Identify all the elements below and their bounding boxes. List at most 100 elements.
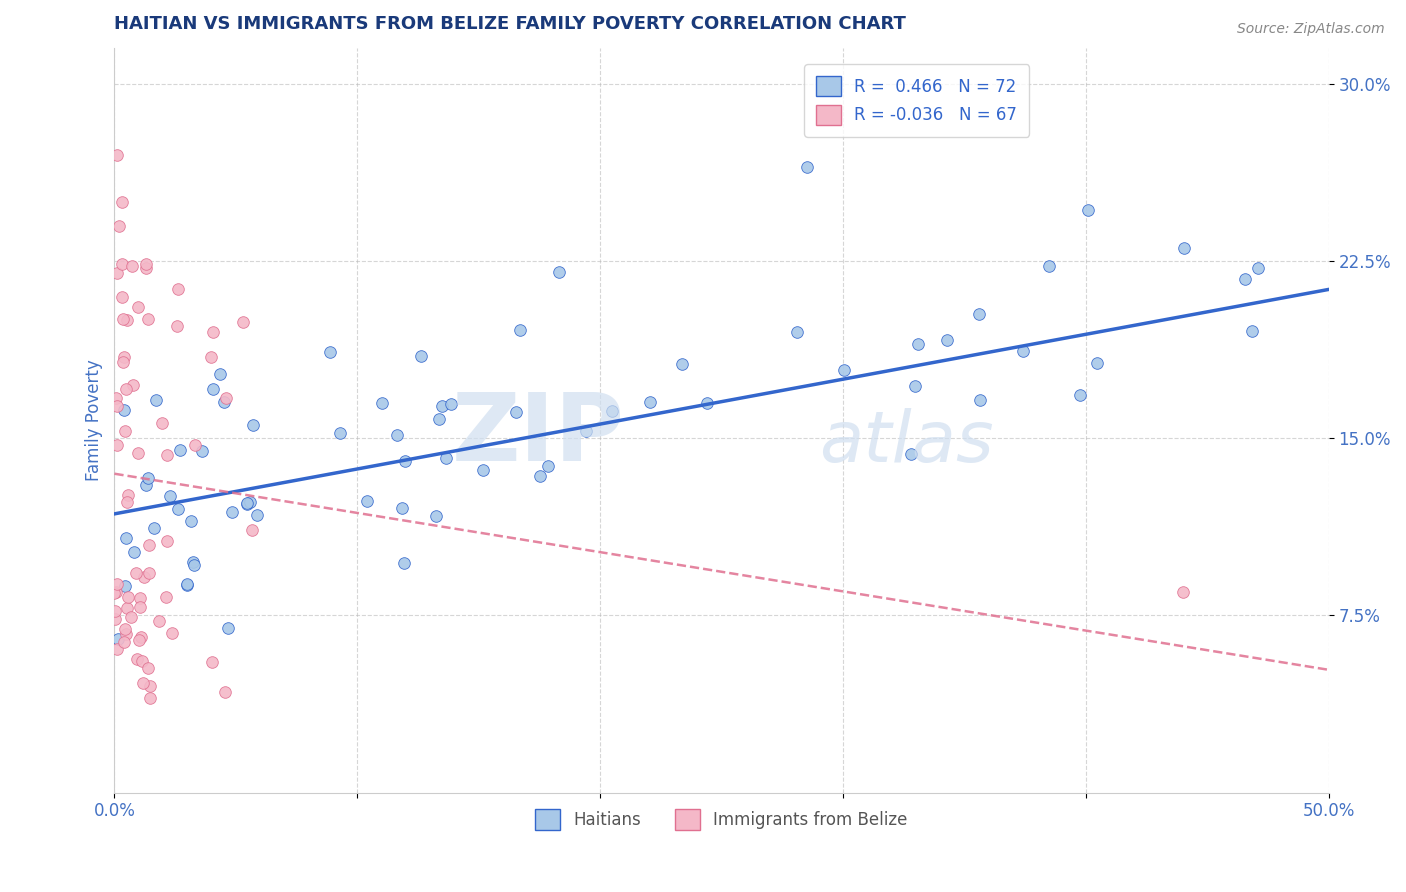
Point: [145, 392, 167, 407]
Point: [181, 556, 204, 570]
Point: [1038, 259, 1060, 273]
Point: [1247, 260, 1270, 275]
Point: [125, 566, 148, 580]
Text: HAITIAN VS IMMIGRANTS FROM BELIZE FAMILY POVERTY CORRELATION CHART: HAITIAN VS IMMIGRANTS FROM BELIZE FAMILY…: [114, 15, 907, 33]
Point: [425, 508, 447, 523]
Point: [107, 632, 129, 647]
Point: [602, 403, 624, 417]
Text: atlas: atlas: [818, 409, 993, 477]
Point: [236, 498, 259, 512]
Point: [148, 614, 170, 628]
Point: [117, 495, 139, 509]
Point: [434, 450, 457, 465]
Point: [217, 621, 239, 635]
Point: [142, 521, 165, 535]
Point: [246, 508, 269, 522]
Point: [138, 538, 160, 552]
Text: Source: ZipAtlas.com: Source: ZipAtlas.com: [1237, 22, 1385, 37]
Point: [138, 691, 160, 706]
Point: [104, 391, 127, 405]
Point: [112, 635, 135, 649]
Point: [117, 488, 139, 502]
Point: [329, 426, 352, 441]
Point: [537, 459, 560, 474]
Point: [166, 282, 188, 296]
Point: [169, 442, 191, 457]
Y-axis label: Family Poverty: Family Poverty: [86, 359, 103, 482]
Point: [111, 289, 134, 303]
Point: [319, 345, 342, 359]
Point: [505, 405, 527, 419]
Point: [150, 417, 173, 431]
Point: [547, 264, 569, 278]
Point: [356, 493, 378, 508]
Point: [201, 656, 224, 670]
Point: [115, 600, 138, 615]
Point: [114, 531, 136, 545]
Point: [103, 586, 125, 600]
Point: [440, 397, 463, 411]
Point: [967, 307, 990, 321]
Point: [114, 579, 136, 593]
Point: [191, 444, 214, 458]
Point: [214, 685, 236, 699]
Point: [671, 357, 693, 371]
Point: [136, 661, 159, 675]
Point: [104, 604, 127, 618]
Point: [240, 523, 263, 537]
Point: [221, 505, 243, 519]
Point: [184, 438, 207, 452]
Point: [111, 257, 134, 271]
Point: [105, 438, 128, 452]
Point: [136, 471, 159, 485]
Point: [105, 642, 128, 657]
Point: [127, 446, 149, 460]
Point: [394, 454, 416, 468]
Point: [135, 257, 157, 271]
Point: [166, 318, 188, 333]
Point: [104, 612, 127, 626]
Point: [786, 326, 808, 340]
Point: [236, 496, 259, 510]
Point: [176, 577, 198, 591]
Point: [232, 315, 254, 329]
Point: [907, 337, 929, 351]
Point: [159, 489, 181, 503]
Point: [1240, 324, 1263, 338]
Point: [122, 545, 145, 559]
Point: [391, 501, 413, 516]
Point: [427, 412, 450, 426]
Point: [167, 502, 190, 516]
Point: [105, 577, 128, 591]
Point: [108, 219, 131, 233]
Point: [160, 626, 183, 640]
Point: [115, 313, 138, 327]
Point: [114, 424, 136, 438]
Point: [131, 676, 153, 690]
Point: [529, 468, 551, 483]
Point: [139, 679, 162, 693]
Point: [796, 160, 818, 174]
Point: [112, 355, 135, 369]
Point: [128, 599, 150, 614]
Point: [638, 395, 661, 409]
Point: [105, 266, 128, 280]
Point: [176, 578, 198, 592]
Point: [138, 566, 160, 581]
Point: [132, 570, 155, 584]
Point: [115, 382, 138, 396]
Point: [371, 396, 394, 410]
Legend: Haitians, Immigrants from Belize: Haitians, Immigrants from Belize: [529, 803, 914, 837]
Text: ZIP: ZIP: [451, 390, 624, 482]
Point: [1085, 356, 1108, 370]
Point: [1173, 241, 1195, 255]
Point: [212, 394, 235, 409]
Point: [121, 259, 143, 273]
Point: [105, 400, 128, 414]
Point: [430, 399, 453, 413]
Point: [1069, 388, 1091, 402]
Point: [112, 311, 135, 326]
Point: [1011, 344, 1033, 359]
Point: [471, 463, 494, 477]
Point: [183, 558, 205, 572]
